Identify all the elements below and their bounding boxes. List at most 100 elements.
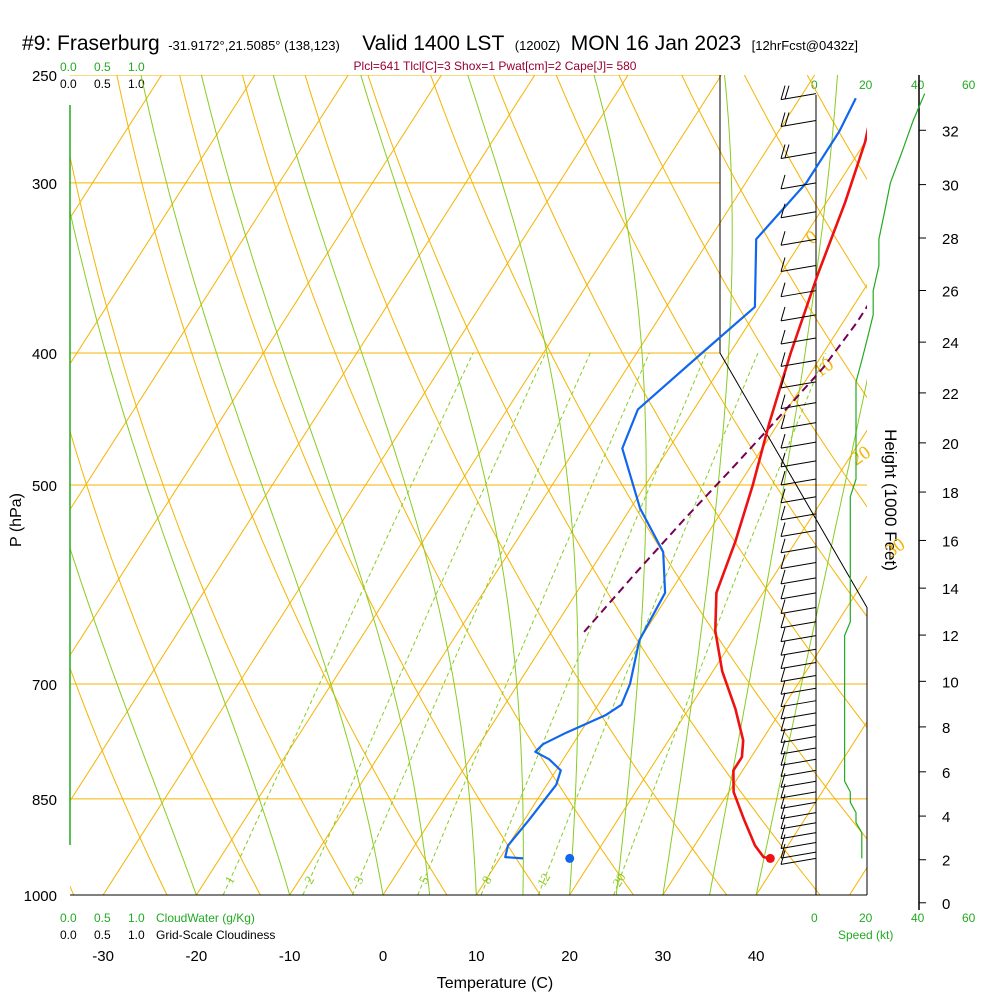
isotherm-label-right: 0: [802, 226, 822, 249]
temperature-trace: [713, 126, 867, 860]
wind-barb: [780, 627, 817, 643]
height-tick-label: 32: [942, 123, 959, 140]
wind-barb: [780, 599, 817, 614]
mixing-ratio-label: 5: [415, 873, 431, 886]
pressure-tick-label: 500: [32, 478, 57, 495]
wind-barb: [780, 470, 817, 486]
pressure-tick-label: 250: [32, 68, 57, 85]
isotherm-line: [70, 75, 163, 219]
mixing-ratio-label: 8: [479, 873, 495, 886]
wind-barb: [780, 352, 817, 367]
wind-barb: [780, 306, 817, 322]
x-tick-label: 10: [468, 948, 485, 965]
station-coords: -31.9172°,21.5085° (138,123): [168, 38, 340, 53]
height-tick-label: 14: [942, 581, 959, 598]
mixing-ratio-line: [480, 352, 707, 895]
height-tick-label: 30: [942, 178, 959, 195]
moist-adiabat-line: [272, 75, 477, 895]
height-tick-label: 2: [942, 853, 950, 870]
dry-adiabat-line: [304, 75, 728, 895]
height-axis-label: Height (1000 Feet): [881, 429, 900, 571]
isotherm-line: [70, 75, 442, 657]
valid-zulu: (1200Z): [515, 38, 561, 53]
bottom-cloudwater-tick-2: 1.0: [128, 911, 145, 925]
dry-adiabat-line: [492, 75, 867, 729]
pressure-tick-label: 400: [32, 346, 57, 363]
pressure-tick-label: 300: [32, 176, 57, 193]
wind-barb: [780, 554, 817, 569]
mixing-ratio-label: 1: [221, 873, 237, 886]
moist-adiabat-line: [200, 75, 431, 895]
cloudwater-label: CloudWater (g/Kg): [156, 911, 255, 925]
wind-barb: [780, 641, 817, 656]
wind-speed-trace: [843, 93, 926, 859]
height-tick-label: 28: [942, 231, 959, 248]
dry-adiabat-line: [70, 429, 261, 895]
speed-label: Speed (kt): [838, 928, 893, 942]
valid-date: MON 16 Jan 2023: [571, 32, 741, 55]
dry-adiabat-line: [70, 154, 355, 895]
dry-adiabat-line: [996, 75, 1000, 895]
top-cloudwater-tick-1: 0.5: [94, 60, 111, 74]
mixing-ratio-line: [537, 352, 759, 895]
chart-title-row: #9: Fraserburg -31.9172°,21.5085° (138,1…: [22, 32, 858, 55]
dry-adiabat-line: [430, 75, 867, 840]
parcel-trace: [583, 304, 867, 633]
moist-adiabat-line: [70, 546, 197, 895]
bottom-cloud-scale: 0.0 0.5 1.0 CloudWater (g/Kg) 0.0 0.5 1.…: [60, 911, 275, 942]
moist-adiabat-line: [70, 209, 291, 895]
x-tick-label: 30: [655, 948, 672, 965]
isotherm-line: [70, 75, 536, 802]
height-tick-label: 16: [942, 533, 959, 550]
top-cloudwater-tick-2: 1.0: [128, 60, 145, 74]
wind-barb: [780, 667, 817, 683]
x-tick-label: -20: [186, 948, 208, 965]
x-axis-label: Temperature (C): [437, 975, 553, 992]
wind-barb: [780, 85, 817, 101]
top-cloudiness-tick-1: 0.5: [94, 77, 111, 91]
speed-top-tick-40: 40: [911, 78, 925, 92]
isotherm-line: [475, 283, 867, 895]
speed-top-tick-20: 20: [859, 78, 873, 92]
moist-adiabat-line: [467, 75, 579, 895]
wind-barb: [780, 728, 817, 744]
dewpoint-trace: [504, 97, 857, 860]
x-tick-label: 20: [561, 948, 578, 965]
isotherm-line: [195, 75, 722, 895]
isotherm-label-right: 20: [847, 442, 875, 470]
wind-barb: [780, 814, 817, 830]
height-tick-label: 22: [942, 386, 959, 403]
sounding-params: Plcl=641 Tlcl[C]=3 Shox=1 Pwat[cm]=2 Cap…: [354, 59, 637, 73]
x-tick-label: 40: [748, 948, 765, 965]
wind-barb: [780, 488, 817, 504]
isotherm-line: [755, 721, 867, 895]
upper-right-boundary: [719, 75, 868, 895]
wind-barb: [780, 452, 817, 468]
mixing-ratio-label: 20: [609, 870, 628, 889]
dry-adiabat-line: [367, 75, 821, 895]
height-tick-label: 4: [942, 809, 950, 826]
height-tick-label: 8: [942, 720, 950, 737]
wind-barb: [780, 433, 817, 449]
moist-adiabat-line: [360, 75, 524, 895]
mixing-ratio-line: [302, 352, 546, 895]
x-tick-label: -10: [279, 948, 301, 965]
dry-adiabat-line: [116, 75, 448, 895]
wind-barb: [780, 174, 817, 190]
wind-barb: [780, 329, 817, 345]
wind-barb: [780, 231, 817, 246]
mixing-ratio-line: [222, 352, 474, 895]
mixing-ratio-label: 3: [350, 873, 366, 886]
wind-barb: [780, 804, 817, 820]
wind-barb: [780, 834, 817, 849]
moist-adiabat-line: [593, 75, 647, 895]
top-cloudwater-tick-0: 0.0: [60, 60, 77, 74]
wind-barb: [780, 824, 817, 840]
wind-barb: [780, 394, 817, 410]
top-cloudiness-tick-2: 1.0: [128, 77, 145, 91]
wind-barb: [780, 569, 817, 585]
bottom-cloudiness-tick-0: 0.0: [60, 928, 77, 942]
surface-dewpoint-dot: [565, 853, 575, 863]
x-tick-label: -30: [92, 948, 114, 965]
